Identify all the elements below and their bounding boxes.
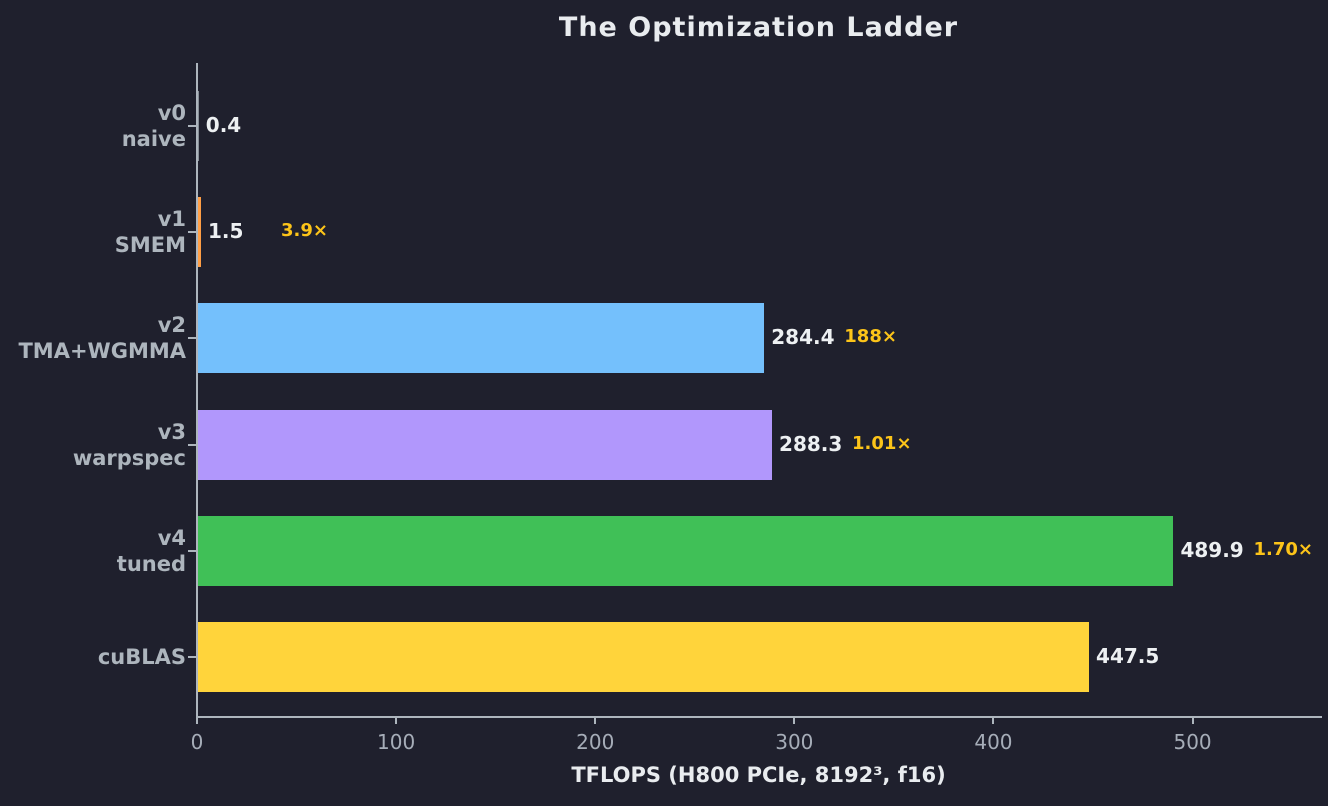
chart-title: The Optimization Ladder bbox=[558, 12, 959, 43]
category-label: v0 naive bbox=[0, 100, 186, 152]
x-axis-line bbox=[196, 716, 1322, 718]
bar-value-label: 288.3 bbox=[779, 431, 843, 456]
x-tick-label: 200 bbox=[576, 730, 615, 754]
category-label-line: TMA+WGMMA bbox=[18, 339, 186, 364]
y-tick bbox=[188, 549, 196, 552]
x-tick bbox=[395, 717, 398, 724]
category-label: v4 tuned bbox=[0, 525, 186, 577]
x-tick-label: 400 bbox=[974, 730, 1013, 754]
bar-multiplier-label: 1.70× bbox=[1253, 538, 1313, 560]
y-tick bbox=[188, 231, 196, 234]
x-tick-label: 100 bbox=[377, 730, 416, 754]
bar bbox=[198, 303, 765, 374]
x-axis-label: TFLOPS (H800 PCIe, 8192³, f16) bbox=[571, 763, 946, 787]
bar-multiplier-label: 1.01× bbox=[852, 432, 912, 454]
bar-value-label: 284.4 bbox=[771, 325, 835, 350]
category-label-line: tuned bbox=[116, 551, 186, 576]
category-label-line: v1 bbox=[157, 207, 186, 232]
x-tick bbox=[1191, 717, 1194, 724]
bar-multiplier-label: 3.9× bbox=[280, 220, 328, 242]
bar-value-label: 489.9 bbox=[1180, 537, 1244, 562]
category-label-line: SMEM bbox=[114, 233, 186, 258]
category-label-line: v4 bbox=[157, 525, 186, 550]
y-axis-line bbox=[196, 63, 198, 718]
category-label-line: v2 bbox=[157, 313, 186, 338]
bar bbox=[198, 622, 1090, 692]
x-tick-label: 0 bbox=[190, 730, 204, 754]
bar-value-label: 447.5 bbox=[1096, 644, 1160, 668]
bar bbox=[198, 197, 201, 268]
category-label: v1 SMEM bbox=[0, 206, 186, 258]
bar-value-label: 0.4 bbox=[205, 113, 242, 137]
x-tick bbox=[594, 717, 597, 724]
bar bbox=[198, 409, 773, 480]
bar bbox=[198, 515, 1174, 586]
category-label: v2 TMA+WGMMA bbox=[0, 312, 186, 364]
bar-value-label: 1.5 bbox=[207, 219, 244, 244]
bar-multiplier-label: 188× bbox=[844, 326, 897, 348]
category-label-line: naive bbox=[121, 127, 186, 151]
x-tick-label: 300 bbox=[775, 730, 814, 754]
category-label-line: warpspec bbox=[72, 445, 186, 470]
x-tick bbox=[196, 717, 198, 724]
bar bbox=[198, 91, 199, 161]
category-label-line: cuBLAS bbox=[97, 645, 186, 669]
category-label-line: v0 bbox=[157, 101, 186, 125]
y-tick bbox=[188, 443, 196, 446]
x-tick-label: 500 bbox=[1173, 730, 1212, 754]
category-label: cuBLAS bbox=[0, 644, 186, 670]
x-tick bbox=[992, 717, 995, 724]
y-tick bbox=[188, 337, 196, 340]
y-tick bbox=[188, 656, 196, 658]
y-tick bbox=[188, 125, 196, 127]
x-tick bbox=[793, 717, 796, 724]
category-label: v3 warpspec bbox=[0, 419, 186, 471]
category-label-line: v3 bbox=[157, 419, 186, 444]
